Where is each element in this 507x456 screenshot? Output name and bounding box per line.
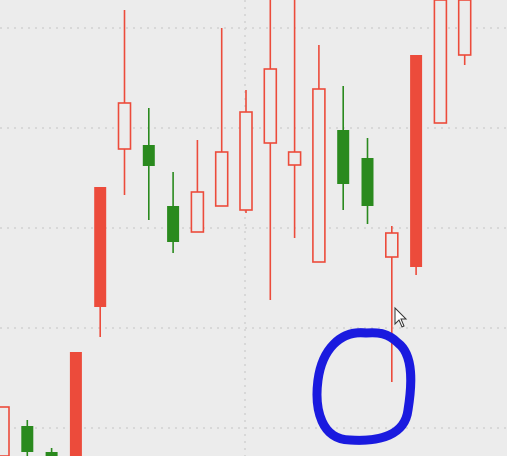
- candle-body: [361, 158, 374, 206]
- candles: [0, 0, 472, 456]
- candle-body: [239, 111, 253, 211]
- candle-body: [457, 0, 472, 56]
- candle-body: [263, 68, 278, 144]
- candle-body: [167, 206, 180, 242]
- candle-body: [214, 151, 229, 207]
- candle-body: [410, 55, 423, 267]
- candle-body: [45, 452, 58, 456]
- candle-body: [312, 88, 326, 263]
- candle-body: [21, 426, 34, 452]
- candle-body: [142, 145, 155, 166]
- candle-body: [287, 151, 302, 166]
- candle-body: [337, 130, 350, 184]
- annotation-circle: [312, 328, 416, 445]
- candle-body: [384, 232, 399, 258]
- candle-body: [94, 187, 107, 307]
- candle-body: [190, 191, 205, 233]
- candle-body: [0, 406, 10, 456]
- candle-body: [117, 102, 132, 150]
- candle-body: [69, 352, 82, 456]
- mouse-cursor: [394, 306, 408, 328]
- candle-body: [433, 0, 448, 124]
